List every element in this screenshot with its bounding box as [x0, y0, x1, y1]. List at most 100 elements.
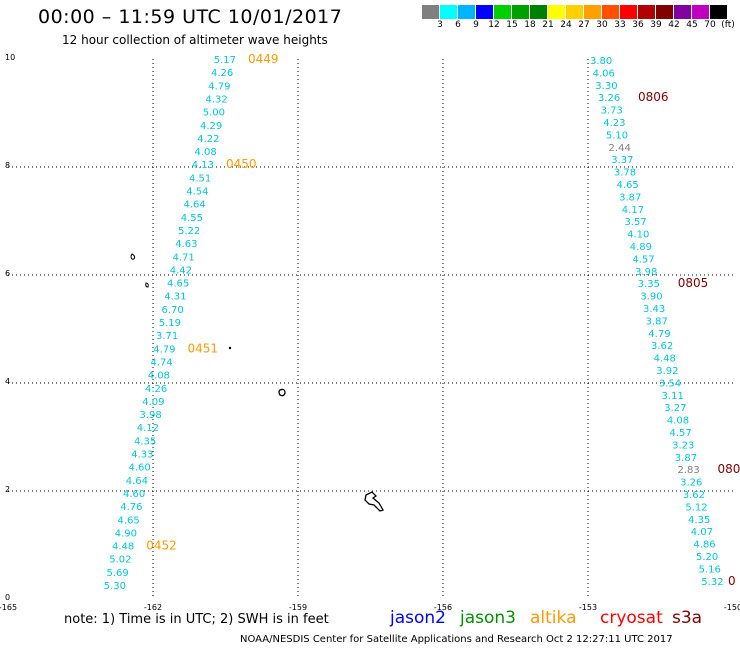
swh-value: 4.48: [112, 542, 134, 553]
satellite-cryosat: cryosat: [600, 608, 663, 628]
legend-swatch: [656, 5, 674, 19]
legend-swatch: [440, 5, 458, 19]
swh-value: 4.71: [172, 252, 194, 263]
legend-swatch: [710, 5, 728, 19]
swh-value: 4.64: [126, 476, 148, 487]
swh-value: 5.10: [606, 130, 628, 141]
legend-swatch: [548, 5, 566, 19]
swh-value: 6.70: [161, 305, 183, 316]
swh-value: 5.12: [685, 502, 707, 513]
legend-label: 33: [614, 20, 626, 30]
legend-swatch: [422, 5, 440, 19]
swh-value: 4.31: [164, 292, 186, 303]
altika-track-east: 3.804.063.303.263.734.235.102.443.373.78…: [590, 56, 740, 588]
swh-value: 3.62: [651, 341, 673, 352]
swh-value: 4.13: [192, 160, 214, 171]
y-tick-label: 0: [5, 593, 10, 602]
axis-tick-labels: -165 -162 -159 -156 -153 -150 0 2 4 6 8 10: [0, 53, 740, 612]
y-tick-label: 4: [5, 377, 10, 386]
swh-value: 5.00: [203, 108, 225, 119]
satellite-altika: altika: [530, 608, 577, 628]
swh-value: 3.80: [590, 56, 612, 67]
legend-label: 27: [578, 20, 590, 30]
swh-value: 4.08: [667, 416, 689, 427]
legend-swatch: [476, 5, 494, 19]
swh-value: 5.32: [701, 577, 723, 588]
legend-swatch: [692, 5, 710, 19]
island-outline: [364, 491, 384, 512]
y-tick-label: 10: [5, 53, 15, 62]
legend-swatch: [530, 5, 548, 19]
y-tick-label: 8: [5, 161, 10, 170]
swh-value: 4.08: [194, 147, 216, 158]
swh-value: 3.27: [664, 403, 686, 414]
legend-label: 24: [560, 20, 572, 30]
swh-value: 5.22: [178, 226, 200, 237]
swh-value: 3.92: [656, 366, 678, 377]
swh-value: 3.73: [601, 106, 623, 117]
legend-label: 45: [686, 20, 698, 30]
swh-value: 4.10: [627, 230, 649, 241]
x-tick-label: -153: [579, 603, 597, 612]
swh-value: 4.55: [181, 213, 203, 224]
swh-value: 2.83: [677, 465, 699, 476]
island-outline: [130, 253, 136, 260]
x-tick-label: -159: [289, 603, 307, 612]
swh-value: 3.90: [640, 292, 662, 303]
swh-value: 3.11: [662, 391, 684, 402]
time-label: 0804: [717, 462, 740, 476]
legend-swatch: [566, 5, 584, 19]
swh-value: 4.51: [189, 173, 211, 184]
time-label: 0449: [248, 52, 279, 66]
swh-value: 3.26: [598, 93, 620, 104]
swh-value: 4.54: [186, 187, 208, 198]
swh-value: 4.07: [691, 527, 713, 538]
swh-value: 3.78: [614, 168, 636, 179]
time-label: 0452: [146, 539, 177, 553]
swh-value: 4.06: [593, 68, 615, 79]
time-label: 0806: [638, 90, 669, 104]
satellite-jason2: jason2: [390, 608, 446, 628]
island-outlines: [130, 253, 384, 512]
swh-value: 5.69: [106, 568, 128, 579]
swh-value: 3.87: [619, 192, 641, 203]
swh-value: 4.65: [117, 515, 139, 526]
swh-value: 4.22: [197, 134, 219, 145]
altika-track-west: 5.17 4.26 4.79 4.32 5.00 4.29 4.22 4.08 4.13 4.51…: [104, 52, 279, 592]
swh-value: 4.48: [654, 354, 676, 365]
legend-swatch: [458, 5, 476, 19]
x-tick-label: -150: [724, 603, 740, 612]
swh-value: 3.57: [624, 217, 646, 228]
swh-value: 4.89: [630, 242, 652, 253]
swh-value: 4.35: [688, 515, 710, 526]
swh-value: 5.30: [104, 581, 126, 592]
legend-swatch: [620, 5, 638, 19]
swh-value: 4.57: [632, 254, 654, 265]
swh-value: 4.79: [648, 329, 670, 340]
swh-value: 3.87: [675, 453, 697, 464]
swh-value: 4.35: [134, 436, 156, 447]
map-title: 00:00 – 11:59 UTC 10/01/2017: [38, 6, 343, 28]
island-outline: [145, 282, 149, 288]
swh-value: 3.71: [156, 331, 178, 342]
legend-label: 15: [506, 20, 518, 30]
legend-label: 6: [455, 20, 461, 30]
time-label: 0805: [678, 276, 709, 290]
swh-value: 3.26: [680, 478, 702, 489]
x-tick-label: -165: [0, 603, 17, 612]
legend-swatch: [674, 5, 692, 19]
x-tick-label: -156: [434, 603, 452, 612]
swh-value: 4.26: [211, 68, 233, 79]
x-tick-label: -162: [144, 603, 162, 612]
legend-label: 3: [437, 20, 443, 30]
swh-value: 4.65: [167, 279, 189, 290]
satellite-jason3: jason3: [460, 608, 516, 628]
legend-label: 9: [473, 20, 479, 30]
y-tick-label: 2: [5, 485, 10, 494]
legend-swatch: [602, 5, 620, 19]
swh-value: 4.90: [115, 528, 137, 539]
swh-value: 4.08: [148, 371, 170, 382]
swh-value: 4.86: [693, 540, 715, 551]
swh-value: 3.30: [595, 81, 617, 92]
